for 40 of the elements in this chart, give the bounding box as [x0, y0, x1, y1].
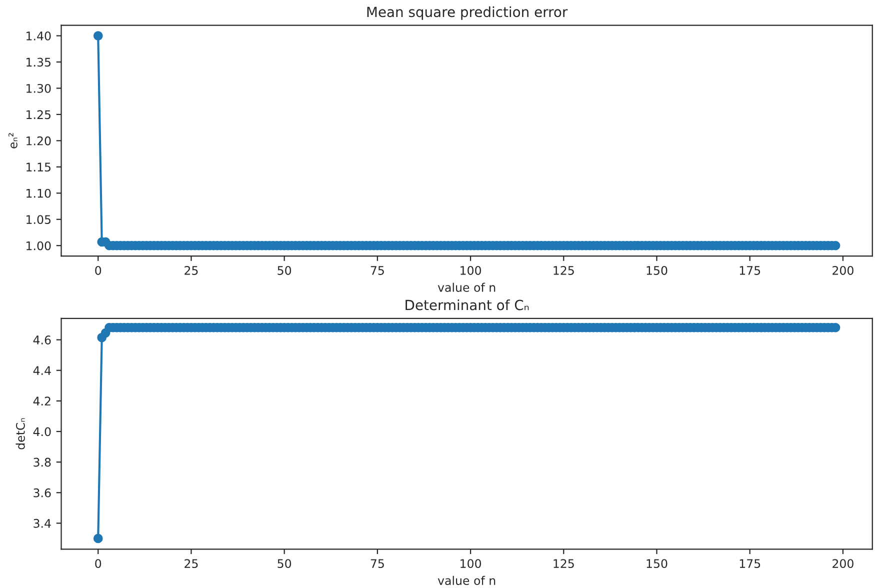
- y-tick-label: 4.4: [33, 366, 51, 375]
- x-tick-label: 200: [832, 266, 854, 275]
- x-tick-label: 50: [278, 559, 292, 568]
- x-tick-label: 150: [646, 559, 668, 568]
- y-tick-label: 1.30: [26, 84, 51, 93]
- y-tick-label: 4.0: [33, 427, 51, 436]
- chart-title: Determinant of Cₙ: [406, 300, 529, 310]
- x-tick-label: 75: [370, 559, 384, 568]
- x-tick-label: 125: [554, 559, 574, 568]
- x-tick-label: 100: [460, 559, 482, 568]
- y-axis-title: eₙ²: [8, 133, 18, 148]
- y-tick-label: 1.00: [26, 241, 51, 250]
- x-tick-label: 175: [740, 559, 760, 568]
- y-tick-label: 3.4: [34, 518, 51, 528]
- y-tick-label: 1.05: [26, 215, 50, 224]
- y-tick-label: 1.40: [26, 32, 51, 40]
- y-axis-title: detCₙ: [16, 418, 25, 450]
- x-tick-label: 150: [646, 266, 668, 275]
- x-tick-label: 25: [184, 266, 198, 275]
- x-axis-title: value of n: [438, 282, 496, 292]
- x-tick-label: 75: [370, 266, 384, 275]
- y-tick-label: 1.15: [26, 162, 50, 172]
- x-tick-label: 0: [95, 559, 102, 568]
- x-tick-label: 200: [832, 559, 854, 568]
- x-tick-label: 50: [278, 266, 292, 275]
- x-tick-label: 125: [554, 266, 574, 275]
- x-tick-label: 0: [95, 266, 102, 275]
- y-tick-label: 1.20: [26, 136, 51, 146]
- y-tick-label: 3.6: [34, 488, 51, 498]
- x-tick-label: 100: [460, 266, 482, 275]
- y-tick-label: 4.2: [33, 396, 50, 406]
- y-tick-label: 3.8: [34, 458, 51, 467]
- y-tick-label: 1.35: [26, 58, 50, 67]
- x-tick-label: 175: [740, 266, 760, 275]
- y-tick-label: 1.25: [26, 110, 50, 120]
- chart-title: Mean square prediction error: [367, 6, 568, 20]
- y-tick-label: 4.6: [33, 336, 51, 344]
- y-tick-label: 1.10: [26, 188, 51, 198]
- x-axis-title: value of n: [438, 576, 496, 586]
- x-tick-label: 25: [184, 559, 198, 568]
